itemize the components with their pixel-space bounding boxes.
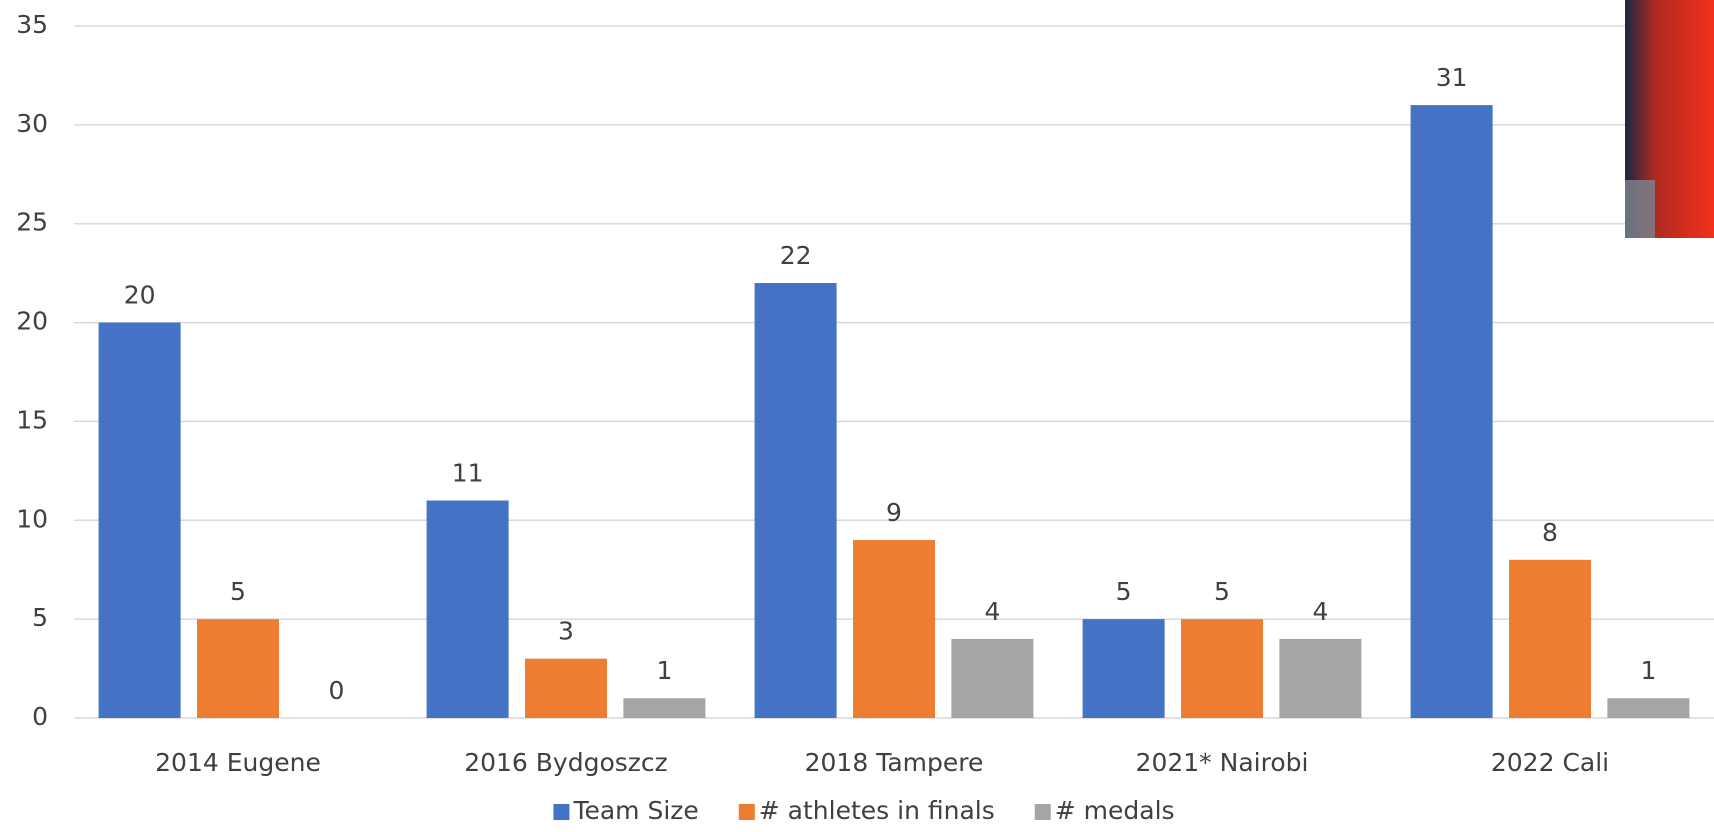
bar (1083, 619, 1165, 718)
bar (197, 619, 279, 718)
legend-swatch (1035, 804, 1051, 820)
data-label: 11 (452, 459, 484, 488)
photo-detail (1625, 180, 1655, 238)
bar (853, 540, 935, 718)
legend-label: # athletes in finals (759, 796, 995, 825)
data-label: 9 (886, 498, 902, 527)
data-label: 4 (984, 597, 1000, 626)
y-tick-label: 10 (16, 504, 48, 533)
legend-label: Team Size (572, 796, 698, 825)
x-tick-label: 2021* Nairobi (1136, 748, 1309, 777)
data-label: 31 (1436, 63, 1468, 92)
bar (427, 501, 509, 718)
y-tick-label: 5 (32, 603, 48, 632)
data-label: 20 (124, 281, 156, 310)
x-tick-label: 2018 Tampere (805, 748, 984, 777)
data-label: 5 (230, 577, 246, 606)
data-label: 5 (1214, 577, 1230, 606)
legend-swatch (553, 804, 569, 820)
data-label: 5 (1116, 577, 1132, 606)
data-label: 22 (780, 241, 812, 270)
y-tick-label: 30 (16, 109, 48, 138)
data-label: 4 (1312, 597, 1328, 626)
bar (755, 283, 837, 718)
bar (1181, 619, 1263, 718)
data-label: 1 (1640, 656, 1656, 685)
y-tick-label: 15 (16, 405, 48, 434)
bar (1411, 105, 1493, 718)
bar (1279, 639, 1361, 718)
legend-swatch (739, 804, 755, 820)
y-tick-label: 25 (16, 208, 48, 237)
bar (623, 698, 705, 718)
data-label: 3 (558, 617, 574, 646)
x-tick-label: 2014 Eugene (155, 748, 321, 777)
chart: 051015202530352014 Eugene20502016 Bydgos… (0, 0, 1714, 832)
data-label: 1 (656, 656, 672, 685)
x-tick-label: 2016 Bydgoszcz (464, 748, 668, 777)
bar (951, 639, 1033, 718)
legend-label: # medals (1055, 796, 1175, 825)
x-tick-label: 2022 Cali (1491, 748, 1609, 777)
y-tick-label: 20 (16, 307, 48, 336)
bar (1509, 560, 1591, 718)
data-label: 0 (328, 676, 344, 705)
bar (99, 323, 181, 718)
data-label: 8 (1542, 518, 1558, 547)
bar (525, 659, 607, 718)
bar (1607, 698, 1689, 718)
y-tick-label: 35 (16, 10, 48, 39)
y-tick-label: 0 (32, 702, 48, 731)
